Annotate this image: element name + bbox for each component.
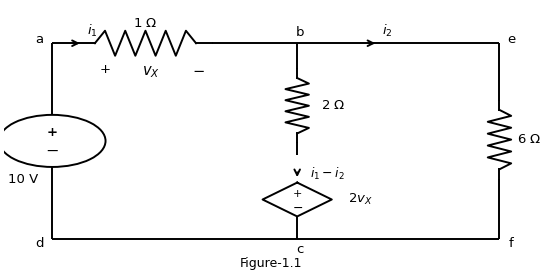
Text: 10 V: 10 V <box>8 173 38 186</box>
Text: $-$: $-$ <box>192 62 205 77</box>
Text: $i_1-i_2$: $i_1-i_2$ <box>311 165 345 182</box>
Text: 2 $\Omega$: 2 $\Omega$ <box>321 99 345 112</box>
Text: e: e <box>507 33 516 46</box>
Text: +: + <box>100 63 111 76</box>
Text: Figure-1.1: Figure-1.1 <box>239 257 302 270</box>
Text: d: d <box>35 237 43 250</box>
Text: c: c <box>296 242 304 256</box>
Text: $-$: $-$ <box>46 143 59 158</box>
Text: $v_X$: $v_X$ <box>142 64 160 80</box>
Text: $2v_X$: $2v_X$ <box>348 192 373 207</box>
Text: +: + <box>293 189 302 199</box>
Text: +: + <box>47 126 58 139</box>
Text: a: a <box>35 33 43 46</box>
Text: b: b <box>295 26 304 39</box>
Text: 1 $\Omega$: 1 $\Omega$ <box>133 17 158 30</box>
Text: $i_1$: $i_1$ <box>87 23 98 39</box>
Text: f: f <box>509 237 513 250</box>
Text: $-$: $-$ <box>292 201 302 214</box>
Text: 6 $\Omega$: 6 $\Omega$ <box>517 133 541 146</box>
Text: $i_2$: $i_2$ <box>383 23 393 39</box>
